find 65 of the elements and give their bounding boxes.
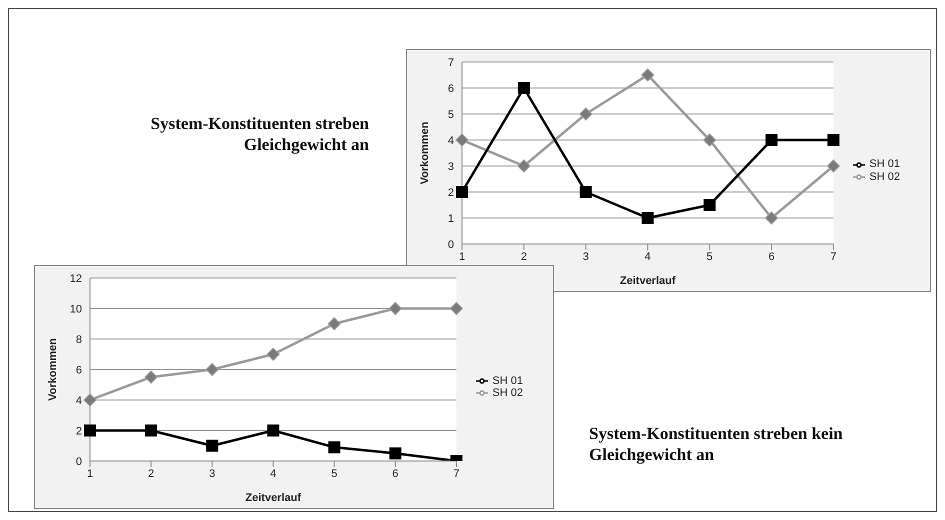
x-axis-title: Zeitverlauf	[620, 275, 676, 287]
x-tick-label: 3	[209, 468, 216, 480]
y-tick-label: 10	[70, 303, 82, 316]
point	[267, 424, 280, 436]
x-tick-label: 1	[458, 250, 466, 263]
point	[826, 160, 840, 172]
y-axis-title: Vorkommen	[418, 121, 431, 184]
y-tick-label: 0	[448, 238, 454, 251]
text: System-Konstituenten streben kein Gleichgewicht an	[589, 423, 844, 465]
point	[456, 186, 468, 198]
y-tick-label: 7	[448, 56, 454, 69]
y-tick-label: 6	[448, 82, 454, 95]
x-tick-label: 5	[331, 468, 338, 480]
y-tick-label: 4	[76, 394, 82, 407]
point	[328, 441, 340, 454]
point	[145, 424, 158, 436]
point	[144, 370, 158, 384]
point	[766, 134, 778, 146]
y-tick-label: 2	[76, 425, 82, 438]
point	[641, 68, 654, 82]
y-tick-label: 0	[76, 456, 82, 468]
point	[518, 82, 530, 94]
x-tick-label: 7	[830, 250, 836, 263]
y-tick-label: 1	[448, 212, 454, 225]
point	[84, 424, 96, 436]
y-tick-label: 2	[448, 186, 454, 199]
x-tick-label: 5	[706, 250, 713, 263]
y-tick-label: 5	[448, 108, 454, 121]
point	[579, 108, 592, 120]
x-tick-label: 2	[520, 250, 527, 263]
point	[328, 317, 341, 330]
point	[642, 212, 654, 224]
x-tick-label: 1	[86, 468, 94, 480]
point	[456, 134, 468, 146]
legend-label: SH 02	[869, 170, 900, 182]
y-tick-label: 6	[76, 364, 82, 376]
x-tick-label: 4	[644, 250, 651, 263]
x-tick-label: 3	[582, 250, 589, 263]
legend-label: SH 01	[492, 374, 523, 387]
point	[450, 302, 463, 315]
point	[206, 363, 219, 376]
point	[580, 186, 592, 198]
y-tick-label: 4	[448, 134, 454, 147]
legend-label: SH 01	[869, 158, 900, 170]
point	[704, 199, 716, 211]
x-tick-label: 6	[768, 250, 775, 263]
point	[266, 348, 280, 361]
y-axis-title: Vorkommen	[46, 338, 59, 401]
point	[765, 212, 778, 224]
legend-label: SH 02	[492, 387, 523, 399]
x-axis-title: Zeitverlauf	[245, 492, 302, 504]
x-tick-label: 2	[148, 468, 154, 480]
point	[388, 302, 402, 315]
x-tick-label: 6	[392, 468, 398, 480]
x-tick-label: 4	[270, 468, 276, 480]
y-tick-label: 12	[70, 272, 82, 285]
point	[84, 394, 96, 406]
y-tick-label: 8	[76, 334, 82, 346]
point	[206, 440, 218, 452]
point	[389, 447, 402, 460]
point	[827, 134, 840, 146]
point	[703, 134, 716, 146]
point	[517, 160, 530, 172]
y-tick-label: 3	[448, 160, 454, 173]
text: System-Konstituenten streben Gleichgewicht an	[150, 113, 369, 155]
